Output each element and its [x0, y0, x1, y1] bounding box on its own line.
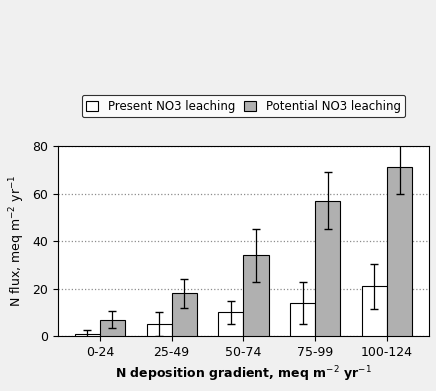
Bar	[172, 293, 197, 336]
Bar	[218, 312, 243, 336]
Bar	[362, 286, 387, 336]
X-axis label: N deposition gradient, meq m$^{-2}$ yr$^{-1}$: N deposition gradient, meq m$^{-2}$ yr$^…	[115, 364, 372, 384]
Bar	[243, 255, 269, 336]
Bar	[100, 319, 125, 336]
Bar	[387, 167, 412, 336]
Bar	[75, 334, 100, 336]
Bar	[290, 303, 315, 336]
Y-axis label: N flux, meq m$^{-2}$ yr$^{-1}$: N flux, meq m$^{-2}$ yr$^{-1}$	[7, 175, 27, 307]
Bar	[146, 324, 172, 336]
Bar	[315, 201, 341, 336]
Legend: Present NO3 leaching, Potential NO3 leaching: Present NO3 leaching, Potential NO3 leac…	[82, 95, 405, 117]
